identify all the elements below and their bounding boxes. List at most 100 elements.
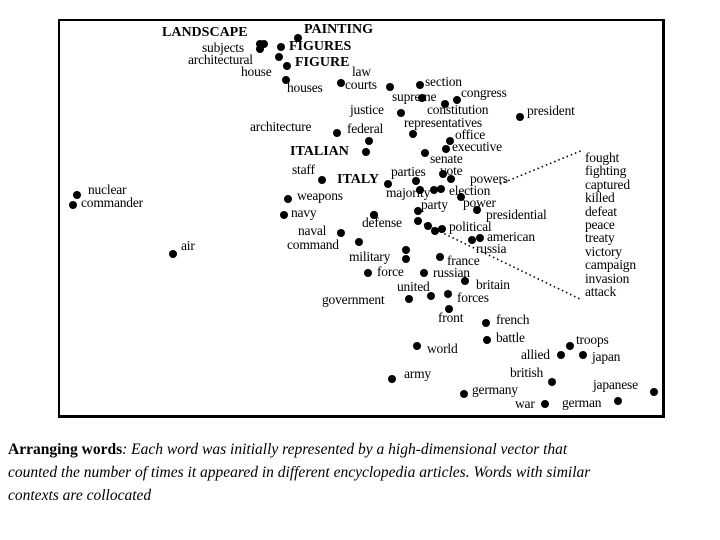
word-label: president [527, 103, 575, 118]
word-label: senate [430, 151, 463, 166]
word-label: allied [521, 347, 550, 362]
word-label: french [496, 312, 530, 327]
word-point [416, 81, 424, 89]
word-label: troops [576, 332, 609, 347]
inset-word-label: attack [585, 284, 617, 299]
word-point [333, 129, 341, 137]
word-label: presidential [486, 207, 547, 222]
word-label: forces [457, 290, 489, 305]
word-point [412, 177, 420, 185]
word-point [453, 96, 461, 104]
word-label: air [181, 238, 195, 253]
word-label: battle [496, 330, 525, 345]
word-point [436, 253, 444, 261]
word-label: front [438, 310, 464, 325]
inset-word-label: peace [585, 217, 615, 232]
word-point [402, 255, 410, 263]
word-point [414, 217, 422, 225]
word-label: japan [592, 349, 621, 364]
word-label: force [377, 264, 404, 279]
word-point [430, 186, 438, 194]
word-label: germany [472, 382, 518, 397]
word-label: powers [470, 171, 508, 186]
word-point [370, 211, 378, 219]
word-label: courts [345, 77, 377, 92]
word-point [277, 43, 285, 51]
word-point [365, 137, 373, 145]
word-label: parties [391, 164, 426, 179]
word-label: architectural [188, 52, 253, 67]
word-point [355, 238, 363, 246]
word-point [444, 290, 452, 298]
leader-line-top [499, 149, 584, 185]
word-label: law [352, 64, 371, 79]
word-point [438, 225, 446, 233]
word-point [414, 207, 422, 215]
word-point [461, 277, 469, 285]
word-label: staff [292, 162, 315, 177]
word-label: american [487, 229, 535, 244]
word-label: houses [287, 80, 323, 95]
word-label: german [562, 395, 602, 410]
word-point [283, 62, 291, 70]
word-label: power [463, 195, 496, 210]
word-point [473, 206, 481, 214]
word-point [541, 400, 549, 408]
word-point [516, 113, 524, 121]
word-point [413, 342, 421, 350]
word-point [457, 193, 465, 201]
word-point [284, 195, 292, 203]
word-point [614, 397, 622, 405]
word-label: LANDSCAPE [162, 25, 248, 40]
word-label: navy [291, 205, 317, 220]
word-point [73, 191, 81, 199]
word-label: ITALIAN [290, 144, 349, 159]
word-label: ITALY [337, 172, 380, 187]
word-label: federal [347, 121, 384, 136]
caption-line: contexts are collocated [8, 487, 152, 504]
figure-frame [58, 19, 665, 418]
word-label: political [449, 219, 492, 234]
word-point [362, 148, 370, 156]
word-point [482, 319, 490, 327]
word-label: russia [476, 241, 507, 256]
word-label: command [287, 237, 339, 252]
word-point [397, 109, 405, 117]
word-point [260, 40, 268, 48]
inset-word-label: killed [585, 190, 615, 206]
word-point [402, 246, 410, 254]
word-label: subjects [202, 40, 244, 55]
word-label: government [322, 292, 385, 307]
word-label: japanese [593, 377, 638, 392]
word-point [405, 295, 413, 303]
word-point [650, 388, 658, 396]
figure-caption: Arranging words: Each word was initially… [8, 438, 718, 507]
word-label: russian [433, 265, 470, 280]
word-point [557, 351, 565, 359]
inset-word-label: invasion [585, 270, 630, 286]
word-label: justice [350, 102, 384, 117]
word-point [280, 211, 288, 219]
word-label: weapons [297, 188, 343, 203]
word-point [437, 185, 445, 193]
word-label: britain [476, 277, 510, 292]
leader-line-bottom [419, 221, 583, 301]
word-label: executive [452, 139, 502, 154]
word-point [169, 250, 177, 258]
word-point [483, 336, 491, 344]
word-point [275, 53, 283, 61]
word-label: FIGURES [289, 39, 352, 54]
word-label: military [349, 249, 391, 264]
inset-word-label: fighting [585, 163, 627, 179]
word-point [445, 305, 453, 313]
word-label: france [447, 253, 480, 268]
word-label: party [421, 197, 448, 212]
word-label: commander [81, 195, 143, 210]
word-label: defense [362, 215, 402, 230]
inset-word-label: campaign [585, 257, 636, 273]
word-point [579, 351, 587, 359]
word-label: FIGURE [295, 55, 350, 70]
word-point [256, 40, 264, 48]
word-point [421, 149, 429, 157]
